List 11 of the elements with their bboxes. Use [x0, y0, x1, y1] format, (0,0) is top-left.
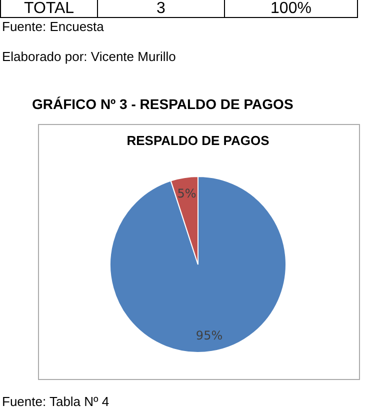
data-label: 95%: [196, 328, 223, 343]
text: 3: [98, 0, 224, 17]
text: GRÁFICO Nº 3 - RESPALDO DE PAGOS: [32, 96, 294, 112]
text: Elaborado por: Vicente Murillo: [2, 49, 176, 64]
text: TOTAL: [0, 0, 98, 17]
source-note: Fuente: Encuesta: [2, 19, 104, 34]
source-note: Fuente: Tabla Nº 4: [2, 394, 110, 409]
pie-slice: [110, 176, 286, 353]
text: 100%: [224, 0, 358, 17]
chart-title: RESPALDO DE PAGOS: [126, 133, 270, 148]
data-label: 5%: [177, 186, 196, 200]
